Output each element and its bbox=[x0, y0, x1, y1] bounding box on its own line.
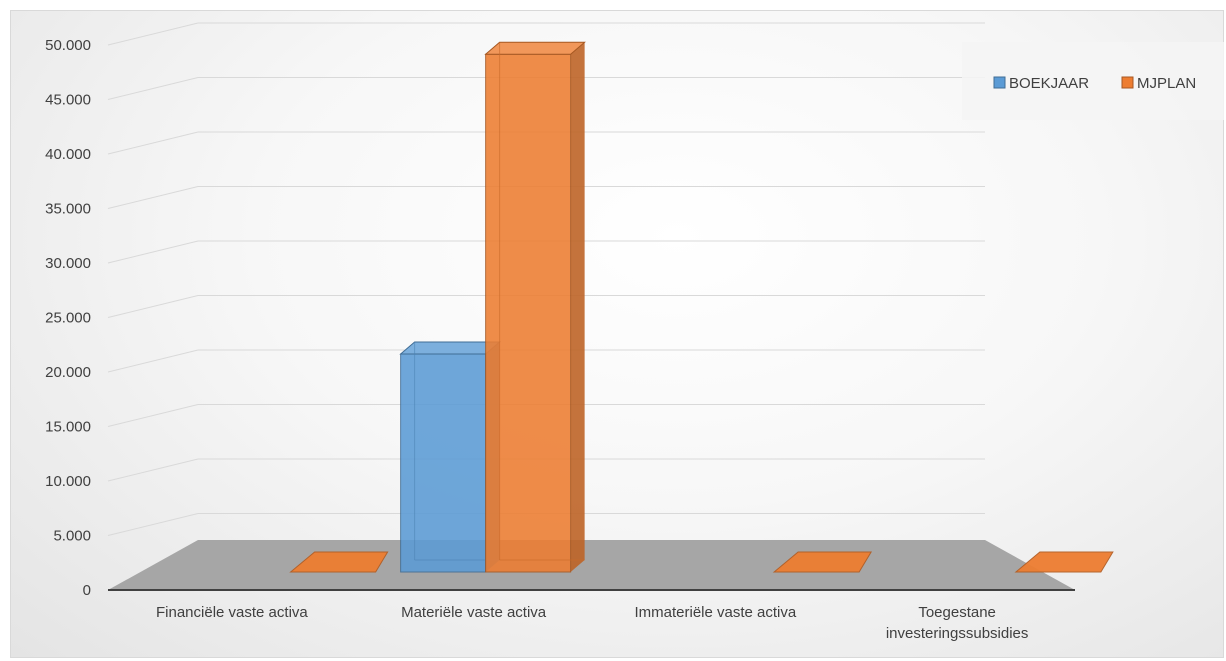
y-axis-ticks: 0 5.000 10.000 15.000 20.000 25.000 30.000 35.0… bbox=[45, 37, 91, 599]
y-tick-label: 5.000 bbox=[53, 528, 91, 545]
bar-top-boekjaar bbox=[399, 341, 501, 355]
bar-top-mjplan bbox=[484, 41, 586, 55]
gridline-side bbox=[107, 131, 199, 155]
gridline-side bbox=[107, 22, 199, 46]
y-tick-label: 20.000 bbox=[45, 364, 91, 381]
gridline-side bbox=[107, 186, 199, 209]
gridline-side bbox=[107, 349, 199, 373]
y-tick-label: 10.000 bbox=[45, 473, 91, 490]
y-tick-label: 15.000 bbox=[45, 419, 91, 436]
x-category-label: Immateriële vaste activa bbox=[635, 604, 797, 621]
floor-plane bbox=[108, 540, 1075, 590]
legend-swatch-mjplan bbox=[1121, 76, 1134, 89]
bars bbox=[289, 41, 1114, 573]
gridline-side bbox=[107, 295, 199, 318]
bar-side-mjplan bbox=[570, 42, 585, 572]
x-category-line: Financiële vaste activa bbox=[156, 604, 308, 621]
legend-label-mjplan: MJPLAN bbox=[1137, 75, 1196, 92]
x-category-label: Toegestane investeringssubsidies bbox=[886, 604, 1029, 642]
x-axis-categories: Financiële vaste activa Materiële vaste a… bbox=[156, 604, 1028, 642]
y-tick-label: 30.000 bbox=[45, 255, 91, 272]
legend: BOEKJAAR MJPLAN bbox=[962, 42, 1224, 120]
legend-label-boekjaar: BOEKJAAR bbox=[1009, 75, 1089, 92]
x-category-line: Materiële vaste activa bbox=[401, 604, 547, 621]
y-tick-label: 45.000 bbox=[45, 92, 91, 109]
bar-flat-mjplan bbox=[772, 551, 873, 573]
x-category-line: Immateriële vaste activa bbox=[635, 604, 797, 621]
y-tick-label: 25.000 bbox=[45, 310, 91, 327]
gridline-side bbox=[107, 77, 199, 100]
legend-swatch-boekjaar bbox=[993, 76, 1006, 89]
gridline-side bbox=[107, 513, 199, 536]
y-tick-label: 50.000 bbox=[45, 37, 91, 54]
bar-mjplan bbox=[485, 53, 572, 573]
gridline-side bbox=[107, 404, 199, 427]
x-category-label: Financiële vaste activa bbox=[156, 604, 308, 621]
gridline-side bbox=[107, 458, 199, 482]
bar-flat-mjplan bbox=[289, 551, 389, 573]
gridlines bbox=[107, 22, 985, 591]
x-category-line: investeringssubsidies bbox=[886, 625, 1029, 642]
y-tick-label: 0 bbox=[83, 582, 91, 599]
chart-floor bbox=[108, 540, 1075, 591]
gridline-side bbox=[107, 240, 199, 264]
x-category-line: Toegestane bbox=[918, 604, 996, 621]
bar-flat-mjplan bbox=[1014, 551, 1114, 573]
y-tick-label: 35.000 bbox=[45, 201, 91, 218]
legend-box bbox=[962, 42, 1224, 120]
y-tick-label: 40.000 bbox=[45, 146, 91, 163]
x-category-label: Materiële vaste activa bbox=[401, 604, 547, 621]
bar-boekjaar bbox=[400, 353, 487, 573]
